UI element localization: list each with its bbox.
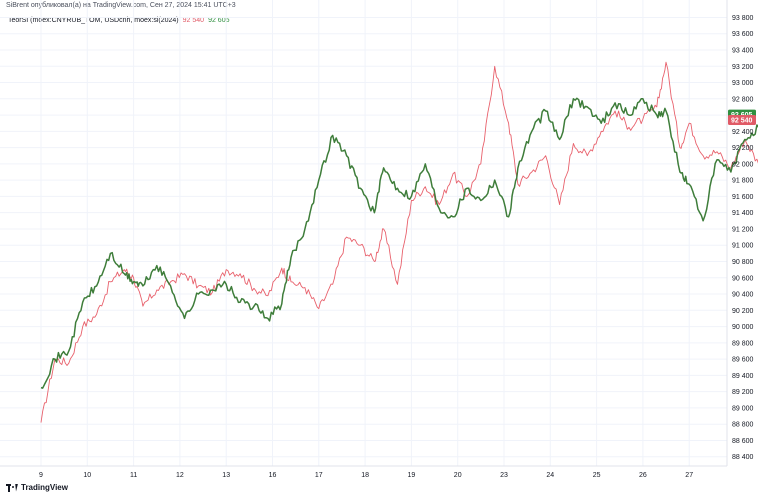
indicator-title: TeorSI (moex:CNYRUB_TOM, USDcnh, moex:si…	[8, 17, 179, 24]
x-tick-label: 10	[83, 472, 91, 479]
y-tick-label: 90 800	[732, 259, 754, 266]
y-tick-label: 92 800	[732, 96, 754, 103]
x-tick-label: 19	[408, 472, 416, 479]
y-tick-label: 90 000	[732, 324, 754, 331]
last-value-badge-red	[728, 114, 756, 125]
y-tick-label: 92 200	[732, 145, 754, 152]
legend-value-green: 92 605	[208, 17, 230, 24]
y-tick-label: 90 200	[732, 308, 754, 315]
x-tick-label: 12	[176, 472, 184, 479]
y-tick-label: 91 200	[732, 226, 754, 233]
x-tick-label: 18	[361, 472, 369, 479]
y-tick-label: 91 800	[732, 178, 754, 185]
y-tick-label: 89 400	[732, 373, 754, 380]
y-tick-label: 88 800	[732, 422, 754, 429]
x-tick-label: 26	[639, 472, 647, 479]
x-tick-label: 11	[130, 472, 137, 479]
series-layer	[40, 61, 758, 423]
x-tick-label: 24	[546, 472, 554, 479]
x-tick-label: 20	[454, 472, 462, 479]
y-tick-label: 88 400	[732, 454, 754, 461]
publish-attribution: SiBrent опубликовал(а) на TradingView.co…	[6, 2, 236, 9]
y-tick-label: 89 800	[732, 340, 754, 347]
y-tick-label: 90 600	[732, 275, 754, 282]
y-tick-label: 89 200	[732, 389, 754, 396]
last-value-badges: 92 60592 540	[728, 109, 756, 125]
y-tick-label: 93 200	[732, 64, 754, 71]
series-line-green	[40, 97, 758, 389]
tradingview-logo-icon	[6, 483, 18, 492]
y-tick-label: 89 000	[732, 405, 754, 412]
y-tick-label: 93 400	[732, 47, 754, 54]
y-tick-label: 91 000	[732, 243, 754, 250]
x-tick-label: 25	[593, 472, 601, 479]
time-axis: 9 10 11 12 13 16 17 18 19 20 23 24 25 26 27	[39, 472, 693, 479]
legend-value-red: 92 540	[182, 17, 205, 24]
y-tick-label: 89 600	[732, 357, 754, 364]
grid-lines	[0, 0, 727, 466]
y-tick-label: 91 600	[732, 194, 754, 201]
y-tick-label: 88 600	[732, 438, 754, 445]
y-tick-label: 93 600	[732, 31, 754, 38]
y-tick-label: 93 000	[732, 80, 754, 87]
y-tick-label: 93 800	[732, 15, 754, 22]
tradingview-brand[interactable]: TradingView	[6, 483, 68, 492]
y-tick-label: 90 400	[732, 292, 754, 299]
x-tick-label: 23	[500, 472, 508, 479]
indicator-legend[interactable]: TeorSI (moex:CNYRUB_TOM, USDcnh, moex:si…	[8, 17, 230, 24]
tradingview-brand-label: TradingView	[21, 483, 68, 492]
x-tick-label: 13	[222, 472, 230, 479]
y-tick-label: 92 000	[732, 161, 754, 168]
last-value-label-red: 92 540	[731, 117, 753, 124]
x-tick-label: 9	[39, 472, 43, 479]
x-tick-label: 16	[269, 472, 277, 479]
y-tick-label: 91 400	[732, 210, 754, 217]
x-tick-label: 27	[685, 472, 693, 479]
y-tick-label: 92 400	[732, 129, 754, 136]
series-line-red	[40, 61, 758, 423]
x-tick-label: 17	[315, 472, 323, 479]
